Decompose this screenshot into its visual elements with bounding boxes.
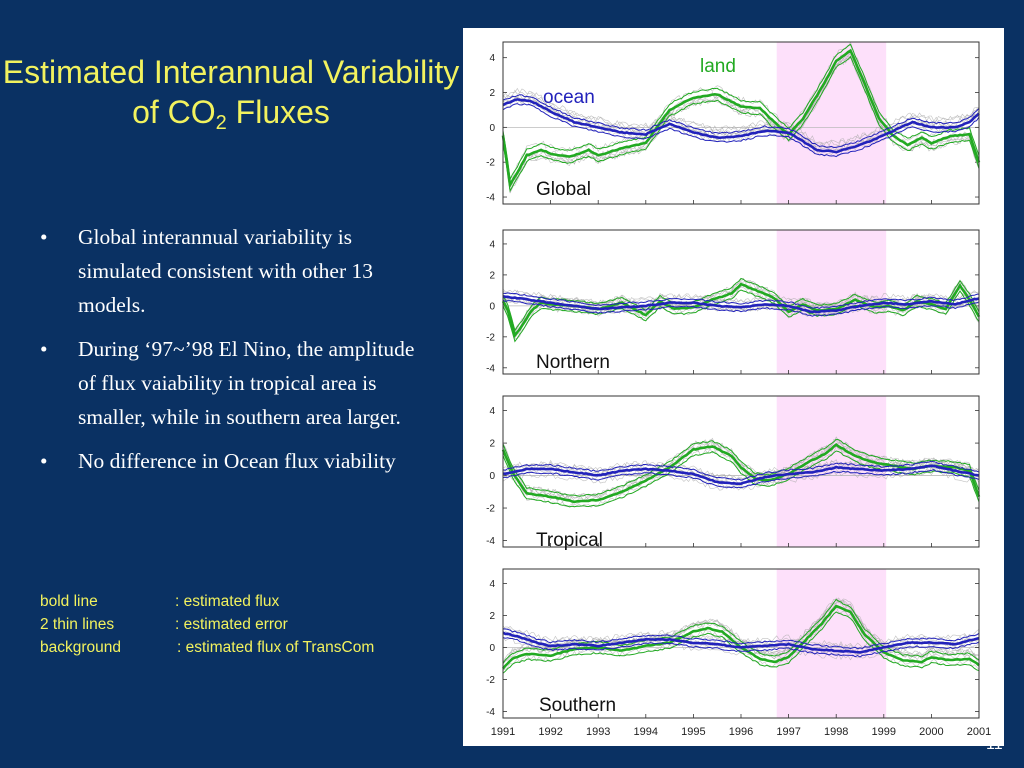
- transcom-line: [502, 87, 980, 144]
- y-tick-label: -4: [486, 193, 495, 204]
- panel-label: Tropical: [536, 530, 603, 551]
- panel-frame: [502, 229, 980, 375]
- x-tick-label: 1992: [538, 726, 562, 738]
- transcom-line: [502, 457, 980, 481]
- panel-label: Global: [536, 179, 591, 200]
- legend-key: bold line: [40, 593, 98, 610]
- land-error-lower: [502, 55, 980, 193]
- x-tick-label: 1993: [586, 726, 610, 738]
- ocean-flux-line: [502, 631, 980, 654]
- x-tick-label: 1991: [491, 726, 515, 738]
- y-tick-label: -4: [486, 536, 495, 547]
- bullet-item: • During ‘97~’98 El Nino, the amplitude o…: [40, 332, 430, 434]
- ocean-error-lower: [502, 299, 980, 317]
- y-tick-label: 0: [489, 123, 495, 134]
- land-error-lower: [502, 611, 980, 674]
- legend-key: 2 thin lines: [40, 616, 115, 633]
- land-flux-line: [501, 48, 981, 190]
- ocean-error-upper: [502, 628, 980, 650]
- transcom-line: [502, 289, 980, 311]
- x-tick-label: 2000: [919, 726, 943, 738]
- y-tick-label: 4: [489, 406, 495, 417]
- panel-global: 4 2 0 -2 -4 Global land ocean: [486, 41, 981, 205]
- land-error-upper: [502, 43, 980, 181]
- x-tick-label: 1996: [729, 726, 753, 738]
- panel-northern: 4 2 0 -2 -4 Northern: [486, 229, 981, 375]
- y-tick-label: 2: [489, 88, 495, 99]
- x-tick-label: 1995: [681, 726, 705, 738]
- legend-value: : estimated error: [175, 616, 288, 633]
- title-main: Estimated Interannual Variability of CO: [2, 54, 460, 130]
- bullet-text: No difference in Ocean flux viability: [78, 449, 396, 473]
- land-error-lower: [502, 450, 980, 508]
- ocean-error-lower: [502, 103, 980, 158]
- y-tick-label: -2: [486, 158, 495, 169]
- legend-value: : estimated flux: [175, 593, 280, 610]
- y-tick-label: -2: [486, 504, 495, 515]
- transcom-line: [502, 57, 980, 194]
- page-number: 11: [986, 736, 1003, 753]
- bullet-symbol: •: [40, 337, 48, 361]
- panel-frame: [502, 41, 980, 205]
- bullet-item: • Global interannual variability is simul…: [40, 220, 430, 322]
- slide-title: Estimated Interannual Variability of CO2…: [0, 52, 462, 134]
- y-tick-label: -2: [486, 675, 495, 686]
- legend-value: : estimated flux of TransCom: [177, 639, 375, 656]
- y-tick-label: -4: [486, 707, 495, 718]
- y-tick-label: 0: [489, 471, 495, 482]
- y-tick-label: 0: [489, 643, 495, 654]
- transcom-line: [502, 599, 980, 664]
- panel-label: Southern: [539, 695, 616, 716]
- title-subscript: 2: [215, 112, 227, 134]
- ocean-error-upper: [502, 460, 980, 481]
- transcom-line: [502, 436, 980, 499]
- y-tick-label: 2: [489, 439, 495, 450]
- transcom-line: [502, 444, 980, 506]
- x-tick-label: 1994: [634, 726, 658, 738]
- ocean-flux-line: [502, 295, 980, 314]
- transcom-line: [502, 89, 980, 147]
- bullet-list: • Global interannual variability is simul…: [40, 220, 430, 488]
- ocean-error-upper: [502, 292, 980, 309]
- y-tick-label: 0: [489, 301, 495, 312]
- land-error-upper: [502, 438, 980, 497]
- panel-frame: [502, 395, 980, 548]
- ocean-flux-line: [502, 464, 980, 485]
- y-tick-label: 2: [489, 270, 495, 281]
- panel-southern: 4 2 0 -2 -4 Southern: [486, 568, 980, 719]
- bullet-text: Global interannual variability is simula…: [78, 225, 373, 317]
- land-series-label: land: [700, 56, 736, 77]
- y-tick-label: -4: [486, 363, 495, 374]
- legend-key: background: [40, 639, 122, 656]
- title-tail: Fluxes: [226, 94, 330, 130]
- bullet-symbol: •: [40, 225, 48, 249]
- land-error-lower: [502, 289, 980, 343]
- y-tick-label: 4: [489, 579, 495, 590]
- x-tick-label: 1997: [776, 726, 800, 738]
- flux-figure: 4 2 0 -2 -4 Global land ocean 4 2 0 -2 -4 Northern 4 2 0…: [463, 28, 1004, 746]
- land-flux-line: [501, 604, 980, 670]
- ocean-series-label: ocean: [543, 87, 595, 108]
- y-tick-label: 4: [489, 53, 495, 64]
- y-tick-label: -2: [486, 332, 495, 343]
- bullet-text: During ‘97~’98 El Nino, the amplitude of…: [78, 337, 415, 429]
- bullet-item: • No difference in Ocean flux viability: [40, 444, 430, 478]
- ocean-flux-line: [502, 98, 980, 154]
- ocean-error-lower: [502, 637, 980, 658]
- bullet-symbol: •: [40, 449, 48, 473]
- transcom-line: [502, 94, 980, 152]
- x-tick-label: 2001: [967, 726, 991, 738]
- x-tick-label: 1999: [872, 726, 896, 738]
- x-tick-label: 1998: [824, 726, 848, 738]
- ocean-error-upper: [502, 94, 980, 149]
- land-error-upper: [502, 598, 980, 664]
- land-flux-line: [501, 442, 981, 504]
- panel-label: Northern: [536, 352, 610, 373]
- y-tick-label: 4: [489, 239, 495, 250]
- ocean-error-lower: [502, 469, 980, 489]
- y-tick-label: 2: [489, 611, 495, 622]
- panel-frame: [502, 568, 980, 719]
- panel-tropical: 4 2 0 -2 -4 Tropical: [486, 395, 981, 551]
